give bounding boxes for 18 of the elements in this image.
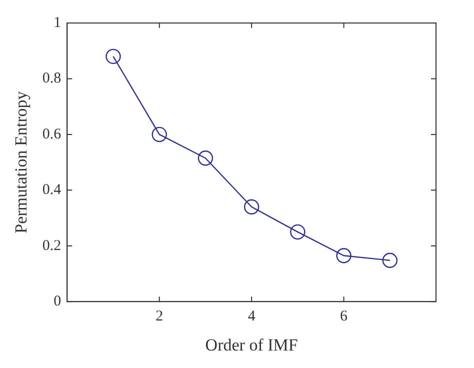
y-tick-label: 0.6 [42,126,62,142]
x-tick-label: 2 [156,308,164,325]
point [198,150,214,166]
y-tick-label: 1 [54,14,62,31]
y-tick-label: 0.2 [42,238,62,254]
x-tick-label: 4 [248,308,256,325]
point [152,126,167,142]
y-tick-label: 0 [54,294,62,310]
point [290,224,306,240]
point [244,199,260,214]
y-axis-title: Permutation Entropy [12,90,31,234]
y-tick-label: 0.4 [42,182,62,198]
point [106,48,121,64]
x-axis-title: Order of IMF [205,335,298,354]
y-tick-label: 0.8 [42,70,62,87]
point [382,252,398,268]
point [336,248,352,264]
x-tick-label: 6 [340,308,348,325]
